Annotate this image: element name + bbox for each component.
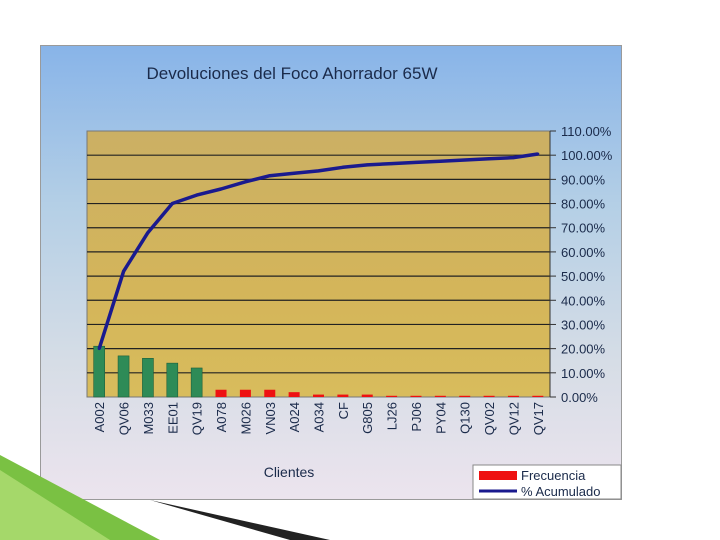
y-tick-label: 110.00%: [561, 124, 612, 139]
line-point: [463, 158, 467, 162]
x-axis-label: Clientes: [264, 464, 315, 480]
bar: [410, 395, 422, 397]
legend-swatch-frecuencia: [479, 471, 517, 480]
line-point: [414, 160, 418, 164]
line-point: [195, 193, 199, 197]
line-point: [438, 159, 442, 163]
bar: [215, 389, 227, 397]
x-tick-label: M033: [141, 402, 156, 435]
line-point: [268, 174, 272, 178]
bar: [313, 394, 324, 397]
bar: [361, 394, 373, 397]
x-tick-label: PJ06: [409, 402, 424, 432]
line-point: [170, 202, 174, 206]
legend-label-acumulado: % Acumulado: [521, 484, 601, 499]
y-tick-label: 10.00%: [561, 366, 606, 381]
line-point: [365, 163, 369, 167]
x-tick-label: A034: [312, 402, 327, 432]
chart-frame: 0.00% 10.00% 20.00% 30.00% 40.00% 50.00% 60.00…: [40, 45, 622, 500]
bar: [459, 395, 471, 397]
line-point: [292, 171, 296, 175]
line-point: [317, 169, 320, 173]
x-tick-label: QV12: [506, 402, 521, 435]
line-point: [243, 180, 247, 184]
x-tick-label: EE01: [165, 402, 180, 434]
x-tick-label: PY04: [433, 402, 448, 434]
y-tick-label: 0.00%: [561, 390, 598, 405]
x-tick-label: A024: [287, 402, 302, 432]
line-point: [219, 187, 223, 191]
bar: [166, 362, 179, 398]
bar: [190, 367, 203, 398]
bar: [93, 345, 105, 398]
y-tick-label: 30.00%: [561, 317, 606, 332]
y-tick-label: 20.00%: [561, 342, 606, 357]
x-tick-label: G805: [360, 402, 375, 434]
x-tick-label: A078: [214, 402, 229, 432]
bar: [117, 355, 130, 398]
bar: [288, 392, 300, 397]
plot-area: [86, 130, 551, 398]
bar: [386, 395, 398, 397]
bar: [532, 395, 544, 397]
pareto-chart: 0.00% 10.00% 20.00% 30.00% 40.00% 50.00% 60.00…: [86, 64, 622, 500]
x-tick-label: Q130: [458, 402, 473, 434]
x-tick-label: VN03: [263, 402, 278, 435]
bar: [507, 395, 519, 397]
line-point: [122, 269, 126, 273]
x-tick-label: QV17: [531, 402, 546, 435]
y-tick-label: 100.00%: [561, 148, 613, 163]
y-tick-label: 60.00%: [561, 245, 606, 260]
line-point: [536, 152, 540, 156]
y-tick-label: 90.00%: [561, 172, 606, 187]
bar: [264, 389, 276, 397]
line-point: [97, 347, 101, 351]
line-point: [390, 162, 394, 166]
legend: Frecuencia % Acumulado: [472, 464, 622, 500]
line-point: [341, 165, 345, 169]
y-tick-label: 70.00%: [561, 221, 606, 236]
y-tick-label: 40.00%: [561, 293, 606, 308]
x-tick-label: QV19: [190, 402, 205, 435]
x-tick-label: QV06: [117, 402, 132, 435]
line-point: [511, 156, 515, 160]
x-tick-label: A002: [92, 402, 107, 432]
bar: [483, 395, 495, 397]
y-tick-label: 50.00%: [561, 269, 606, 284]
x-tick-label: M026: [238, 402, 253, 435]
legend-label-frecuencia: Frecuencia: [521, 468, 586, 483]
x-tick-label: CF: [336, 402, 351, 419]
bar: [239, 389, 251, 397]
bar: [337, 394, 349, 397]
line-point: [487, 157, 491, 161]
chart-title: Devoluciones del Foco Ahorrador 65W: [146, 64, 437, 83]
y-tick-label: 80.00%: [561, 197, 606, 212]
line-point: [146, 231, 150, 235]
bar: [434, 395, 446, 397]
x-tick-label: LJ26: [385, 402, 400, 430]
x-tick-label: QV02: [482, 402, 497, 435]
bar: [142, 358, 154, 398]
